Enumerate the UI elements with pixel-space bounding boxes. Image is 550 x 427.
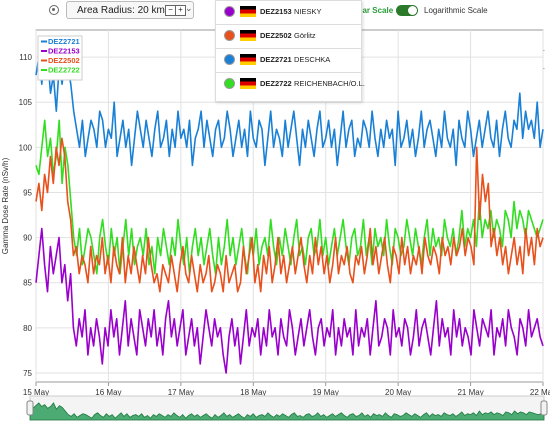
station-color-dot bbox=[224, 6, 235, 17]
x-tick-label: 16 May bbox=[95, 388, 121, 397]
series-line-DEZ2721 bbox=[35, 47, 544, 167]
radius-increase-button[interactable]: + bbox=[175, 5, 186, 16]
station-id: DEZ2721 bbox=[260, 55, 292, 64]
x-tick-label: 21 May bbox=[457, 388, 483, 397]
station-item[interactable]: DEZ2153 NIESKY bbox=[216, 1, 361, 23]
station-id: DEZ2722 bbox=[260, 79, 292, 88]
station-color-dot bbox=[224, 54, 235, 65]
divider bbox=[216, 24, 361, 25]
station-name: REICHENBACH/O.L. bbox=[294, 79, 365, 88]
station-color-dot bbox=[224, 30, 235, 41]
navigator-handle-right[interactable] bbox=[540, 400, 548, 416]
y-tick-label: 75 bbox=[23, 369, 32, 378]
legend-box bbox=[37, 35, 83, 81]
legend-label: DEZ2722 bbox=[48, 66, 80, 75]
radius-target-icon[interactable] bbox=[49, 5, 59, 15]
x-tick-label: 20 May bbox=[385, 388, 411, 397]
series-line-DEZ2502 bbox=[35, 137, 544, 293]
chevron-down-icon[interactable]: ⌄ bbox=[185, 3, 193, 13]
station-name: NIESKY bbox=[294, 7, 322, 16]
x-tick-label: 15 May bbox=[23, 388, 49, 397]
navigator-handle-left[interactable] bbox=[26, 400, 34, 416]
x-tick-label: 18 May bbox=[240, 388, 266, 397]
log-scale-label: Logarithmic Scale bbox=[424, 6, 488, 15]
station-id: DEZ2502 bbox=[260, 31, 292, 40]
divider bbox=[216, 48, 361, 49]
y-tick-label: 105 bbox=[19, 98, 33, 107]
station-list: DEZ2153 NIESKY DEZ2502 Görlitz DEZ2721 D… bbox=[215, 0, 365, 102]
area-radius-label: Area Radius: 20 km bbox=[77, 5, 165, 16]
station-item[interactable]: DEZ2722 REICHENBACH/O.L. bbox=[216, 73, 365, 99]
legend-label: DEZ2721 bbox=[48, 37, 80, 46]
legend-label: DEZ2502 bbox=[48, 56, 80, 65]
y-tick-label: 110 bbox=[19, 53, 32, 62]
station-item[interactable]: DEZ2721 DESCHKA bbox=[216, 49, 361, 71]
x-tick-label: 22 May bbox=[530, 388, 550, 397]
station-name: Görlitz bbox=[294, 31, 316, 40]
y-tick-label: 80 bbox=[23, 324, 32, 333]
linear-scale-label: ear Scale bbox=[358, 6, 394, 15]
x-tick-label: 19 May bbox=[313, 388, 339, 397]
y-tick-label: 100 bbox=[19, 143, 33, 152]
station-color-dot bbox=[224, 78, 235, 89]
station-id: DEZ2153 bbox=[260, 7, 292, 16]
y-axis-label: Gamma Dose Rate (nSv/h) bbox=[1, 157, 10, 254]
station-name: DESCHKA bbox=[294, 55, 331, 64]
germany-flag-icon bbox=[240, 78, 256, 89]
navigator-series bbox=[29, 402, 545, 421]
y-tick-label: 95 bbox=[23, 188, 32, 197]
series-line-DEZ2153 bbox=[35, 227, 544, 374]
legend-label: DEZ2153 bbox=[48, 47, 80, 56]
divider bbox=[216, 72, 361, 73]
germany-flag-icon bbox=[240, 6, 256, 17]
germany-flag-icon bbox=[240, 54, 256, 65]
station-item[interactable]: DEZ2502 Görlitz bbox=[216, 25, 361, 47]
x-tick-label: 17 May bbox=[168, 388, 194, 397]
area-radius-control[interactable]: Area Radius: 20 km − + ⌄ bbox=[66, 1, 194, 19]
germany-flag-icon bbox=[240, 30, 256, 41]
scale-switch[interactable] bbox=[396, 5, 418, 16]
y-tick-label: 85 bbox=[23, 279, 32, 288]
y-tick-label: 90 bbox=[23, 234, 32, 243]
